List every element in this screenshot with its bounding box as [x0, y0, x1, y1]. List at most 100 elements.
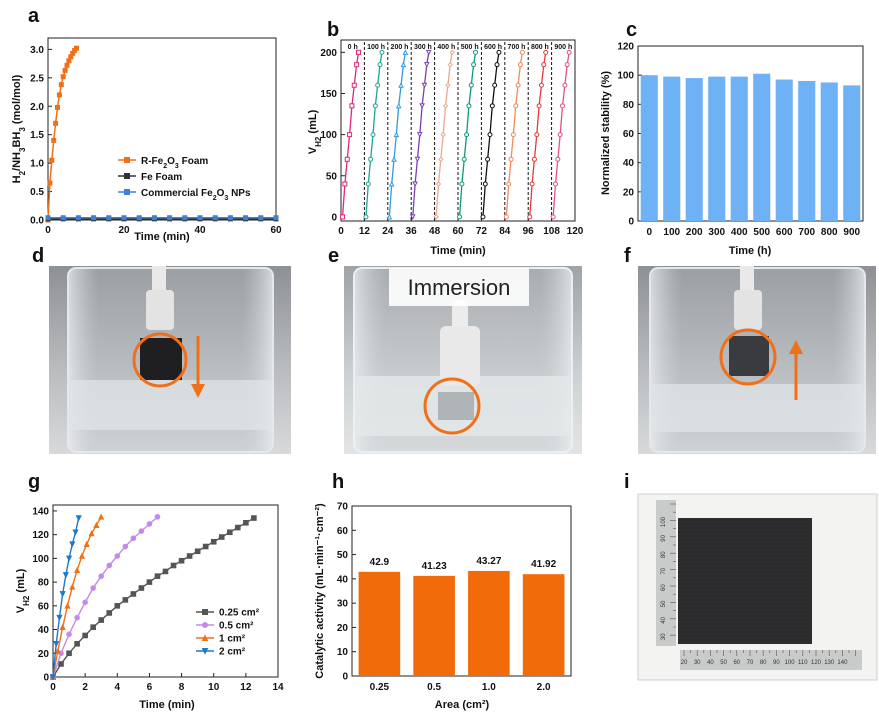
chart-b-cycle-label: 400 h: [437, 44, 455, 51]
panel-label-d: d: [32, 245, 44, 267]
ruler-h-label: 80: [760, 660, 767, 666]
chart-a-ytick-label: 2.5: [30, 73, 44, 84]
chart-a-point: [121, 215, 127, 221]
chart-g-ylabel: VH2 (mL): [15, 568, 31, 613]
chart-a-point: [47, 180, 53, 186]
chart-a-ytick-label: 3.0: [30, 45, 44, 56]
chart-g-legend-label: 0.5 cm²: [219, 621, 254, 632]
chart-b-point: [513, 103, 519, 109]
chart-g-point: [114, 553, 121, 559]
chart-a-point: [273, 215, 279, 221]
chart-a-point: [75, 215, 81, 221]
chart-b-point: [368, 156, 374, 162]
chart-a-ytick-label: 0.5: [30, 187, 44, 198]
chart-a-xtick-label: 40: [194, 225, 206, 236]
chart-g-point: [146, 521, 153, 527]
chart-b-point: [473, 49, 479, 55]
chart-a-point: [60, 215, 66, 221]
chart-b-point: [534, 132, 540, 138]
chart-g-point: [82, 632, 88, 639]
chart-h-ytick-label: 50: [337, 550, 349, 561]
chart-b-point: [354, 62, 360, 68]
chart-a-point: [74, 45, 79, 51]
chart-b-xtick-label: 36: [406, 226, 418, 237]
chart-h-xtick-label: 0.25: [370, 682, 390, 693]
chart-g-point: [59, 623, 66, 630]
chart-b-point: [466, 103, 472, 109]
chart-c-bar: [708, 76, 726, 221]
chart-g-point: [251, 515, 257, 521]
chart-g-point: [210, 538, 217, 545]
chart-g-legend: 0.25 cm² 0.5 cm² 1 cm² 2 cm²: [196, 608, 260, 658]
chart-b-point: [487, 132, 493, 138]
chart-b-point: [386, 213, 393, 220]
chart-g-point: [154, 573, 161, 579]
chart-a-point: [136, 215, 142, 221]
chart-g-xlabel: Time (min): [139, 699, 195, 711]
photo-f-liquid: [652, 384, 863, 432]
chart-g-point: [130, 591, 137, 597]
ruler-h-label: 100: [785, 660, 796, 666]
chart-g-legend-label: 2 cm²: [219, 647, 246, 658]
chart-b-point: [440, 131, 446, 138]
chart-b-point: [351, 82, 357, 88]
chart-g-point: [66, 631, 72, 638]
chart-h-bar: [522, 574, 565, 676]
photo-d-holder: [146, 290, 174, 330]
chart-b-cycle-label: 0 h: [348, 44, 358, 51]
chart-b-point: [412, 181, 418, 188]
chart-b-point: [459, 181, 465, 187]
chart-a-point: [243, 215, 249, 221]
chart-b: 0 12 24 36 48 60 72 84 96 108 120 0 50 100 150 200 0 h 10…: [307, 39, 584, 257]
chart-b-point: [468, 82, 474, 88]
photo-i-foam-texture: [678, 518, 812, 644]
ruler-v-label: 50: [661, 600, 667, 607]
chart-h-data-label: 42.9: [370, 557, 390, 568]
chart-b-point: [419, 103, 425, 109]
panel-label-e: e: [328, 245, 339, 267]
chart-h-bar: [468, 570, 510, 676]
photo-d-arrow-down-icon: [191, 384, 205, 398]
chart-a-point: [258, 215, 264, 221]
chart-g-point: [58, 661, 64, 667]
panel-label-a: a: [28, 5, 40, 27]
chart-g-point: [122, 597, 129, 603]
chart-b-point: [449, 49, 455, 56]
chart-g-point: [186, 553, 193, 559]
chart-c-ytick-label: 100: [617, 71, 634, 82]
chart-b-point: [372, 103, 378, 109]
chart-b-series-line: [412, 52, 430, 217]
chart-g-point: [122, 543, 129, 550]
panel-label-b: b: [327, 19, 339, 41]
chart-g-ytick-label: 100: [32, 554, 49, 565]
chart-g-point: [83, 540, 90, 547]
chart-g-point: [243, 519, 249, 526]
chart-a-frame: [47, 37, 277, 221]
chart-g-point: [74, 614, 80, 621]
chart-h-ytick-label: 0: [342, 672, 348, 683]
chart-b-series-line: [505, 52, 523, 217]
ruler-h-label: 20: [681, 660, 688, 666]
chart-h-data-label: 43.27: [476, 556, 501, 567]
chart-b-cycle-label: 700 h: [508, 44, 526, 51]
chart-a-point: [212, 215, 218, 221]
chart-a-ytick-label: 1.5: [30, 130, 44, 141]
chart-b-point: [531, 156, 537, 162]
chart-c-xtick-label: 100: [663, 227, 680, 238]
chart-b-xlabel: Time (min): [430, 245, 486, 257]
chart-b-point: [550, 214, 556, 220]
photo-f-rod: [740, 266, 754, 294]
chart-b-point: [553, 181, 558, 187]
chart-b-xtick-label: 108: [543, 226, 560, 237]
chart-c-xlabel: Time (h): [729, 245, 772, 257]
chart-b-point: [421, 82, 428, 89]
chart-g-point: [78, 552, 86, 559]
chart-b-point: [398, 82, 404, 88]
chart-b-point: [393, 131, 400, 138]
chart-a-series-line: [47, 47, 78, 221]
chart-g-point: [69, 583, 76, 590]
chart-h-ytick-label: 60: [337, 526, 349, 537]
ruler-v-label: 40: [661, 616, 667, 623]
photo-d-liquid: [70, 380, 271, 430]
photo-e-label-box: [389, 268, 529, 306]
